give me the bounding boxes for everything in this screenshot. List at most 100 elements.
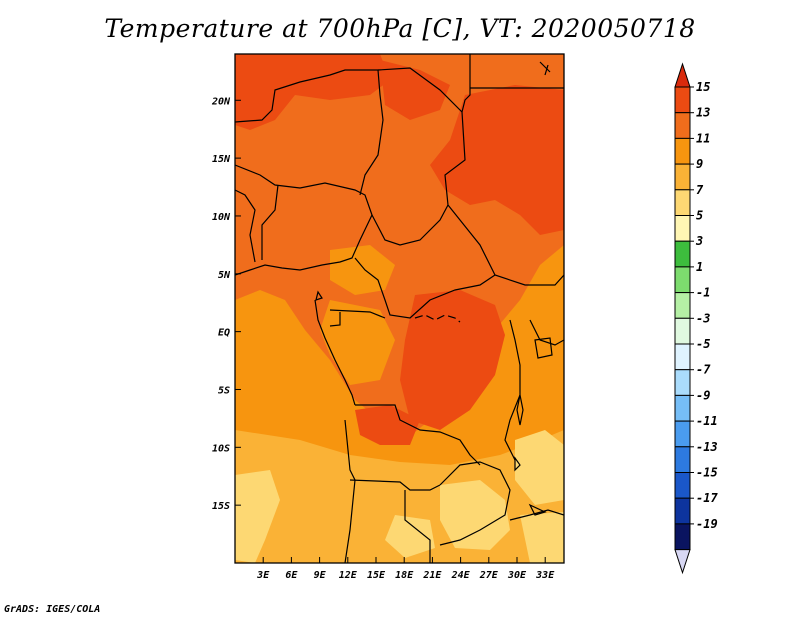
border-uganda xyxy=(529,319,564,346)
lake-victoria xyxy=(534,337,553,359)
colorbar-label: 1 xyxy=(696,260,703,274)
colorbar-label: 5 xyxy=(696,209,703,223)
lat-tick-label: 20N xyxy=(211,96,231,107)
colorbar-label: -17 xyxy=(696,491,718,505)
lon-axis: 3E 6E 9E 12E 15E 18E 21E 24E 27E 30E 33E xyxy=(256,557,555,581)
country-borders xyxy=(235,54,564,563)
field-13-15-congo xyxy=(400,290,505,430)
colorbar-label: 13 xyxy=(696,106,710,120)
colorbar-swatch xyxy=(674,215,691,242)
lat-tick-label: 15N xyxy=(212,154,231,165)
field-13-15-angola xyxy=(355,405,420,445)
field-13-15-patch xyxy=(380,60,450,120)
colorbar-label: 15 xyxy=(696,80,710,94)
colorbar-label: -15 xyxy=(696,466,718,480)
lon-tick-label: 30E xyxy=(507,570,527,581)
lat-tick-label: 10S xyxy=(212,443,230,454)
border-zambia xyxy=(439,461,511,546)
colorbar-swatch xyxy=(674,369,691,396)
colorbar-label: 11 xyxy=(696,131,710,145)
border-drc-angola xyxy=(355,404,481,466)
border-niger xyxy=(235,69,384,196)
colorbar-swatch xyxy=(674,317,691,345)
colorbar-swatch xyxy=(674,86,691,114)
lon-tick-label: 3E xyxy=(256,570,270,581)
lon-tick-label: 6E xyxy=(285,570,298,581)
colorbar-swatch xyxy=(674,292,691,319)
lat-axis: 20N 15N 10N 5N EQ 5S 10S 15S xyxy=(211,96,241,512)
colorbar-label: 9 xyxy=(696,157,703,171)
lon-tick-label: 18E xyxy=(395,570,414,581)
colorbar-label: 3 xyxy=(695,234,703,248)
lakes xyxy=(315,290,553,516)
lon-tick-label: 21E xyxy=(422,570,442,581)
colorbar-swatch xyxy=(674,112,691,139)
lon-tick-label: 33E xyxy=(535,570,555,581)
colorbar-label: -11 xyxy=(696,414,718,428)
colorbar-swatch xyxy=(674,523,691,551)
colorbar-swatch xyxy=(674,497,691,525)
field-5-7-tanzania xyxy=(515,430,564,505)
border-namibia-botswana xyxy=(404,490,431,563)
field-5-7-coast xyxy=(235,470,280,563)
colorbar-label: -13 xyxy=(696,440,718,454)
border-gabon xyxy=(329,309,386,327)
border-benin xyxy=(261,184,279,260)
coastline-west xyxy=(314,299,356,406)
map-frame xyxy=(234,53,565,564)
field-5-7-zambia xyxy=(440,480,510,550)
colorbar-label: -5 xyxy=(696,337,710,351)
lat-tick-label: 5S xyxy=(218,385,230,396)
colorbar-arrow-bottom xyxy=(674,549,691,575)
field-5-7-patch xyxy=(385,515,435,558)
colorbar-label: -1 xyxy=(696,286,710,300)
colorbar-label: -9 xyxy=(696,388,710,402)
chart-title: Temperature at 700hPa [C], VT: 202005071… xyxy=(104,14,696,43)
colorbar-swatch xyxy=(674,343,691,371)
colorbar-swatch xyxy=(674,137,691,165)
border-angola-namibia xyxy=(349,479,441,491)
colorbar-swatch xyxy=(674,446,691,473)
grads-credit: GrADS: IGES/COLA xyxy=(4,604,101,615)
field-13-15-north xyxy=(235,54,390,130)
colorbar-swatch xyxy=(674,189,691,217)
lake-mweru xyxy=(514,456,521,472)
colorbar-swatch xyxy=(674,240,691,268)
congo-river xyxy=(414,314,461,323)
field-9-11-gabon xyxy=(320,300,395,385)
colorbar-swatch xyxy=(674,163,691,191)
lon-tick-label: 15E xyxy=(367,570,386,581)
colorbar-label: -19 xyxy=(696,517,718,531)
colorbar-label: -7 xyxy=(696,363,711,377)
lat-tick-label: 15S xyxy=(212,501,230,512)
colorbar-label: 7 xyxy=(696,183,704,197)
field-5-7-moz xyxy=(520,512,564,563)
lat-tick-label: EQ xyxy=(218,328,230,339)
lon-tick-label: 24E xyxy=(451,570,471,581)
colorbar-swatch xyxy=(674,266,691,294)
lake-tanganyika xyxy=(516,394,524,426)
border-togo xyxy=(235,189,256,263)
colorbar-swatch xyxy=(674,472,691,499)
border-car-north xyxy=(371,204,449,246)
temperature-field xyxy=(235,54,564,563)
field-13-15-east xyxy=(430,85,564,235)
border-nigeria xyxy=(235,164,373,276)
lon-tick-label: 12E xyxy=(339,570,358,581)
lake-kariba xyxy=(528,503,547,516)
border-sudan xyxy=(444,111,564,286)
lat-tick-label: 5N xyxy=(218,270,231,281)
lon-tick-label: 27E xyxy=(479,570,499,581)
colorbar-arrow-top xyxy=(674,62,691,88)
bioko-island xyxy=(315,290,323,301)
colorbar: 15 13 11 9 7 5 3 1 -1 -3 -5 -7 -9 -11 -13 -15 -17 -19 xyxy=(674,62,718,575)
colorbar-swatch xyxy=(674,420,691,448)
border-mozambique xyxy=(509,509,564,521)
colorbar-swatch xyxy=(674,394,691,422)
colorbar-label: -3 xyxy=(696,311,710,325)
border-northeast xyxy=(539,61,551,76)
lat-tick-label: 10N xyxy=(212,212,231,223)
lon-tick-label: 9E xyxy=(314,570,327,581)
border-car-south xyxy=(354,257,496,319)
